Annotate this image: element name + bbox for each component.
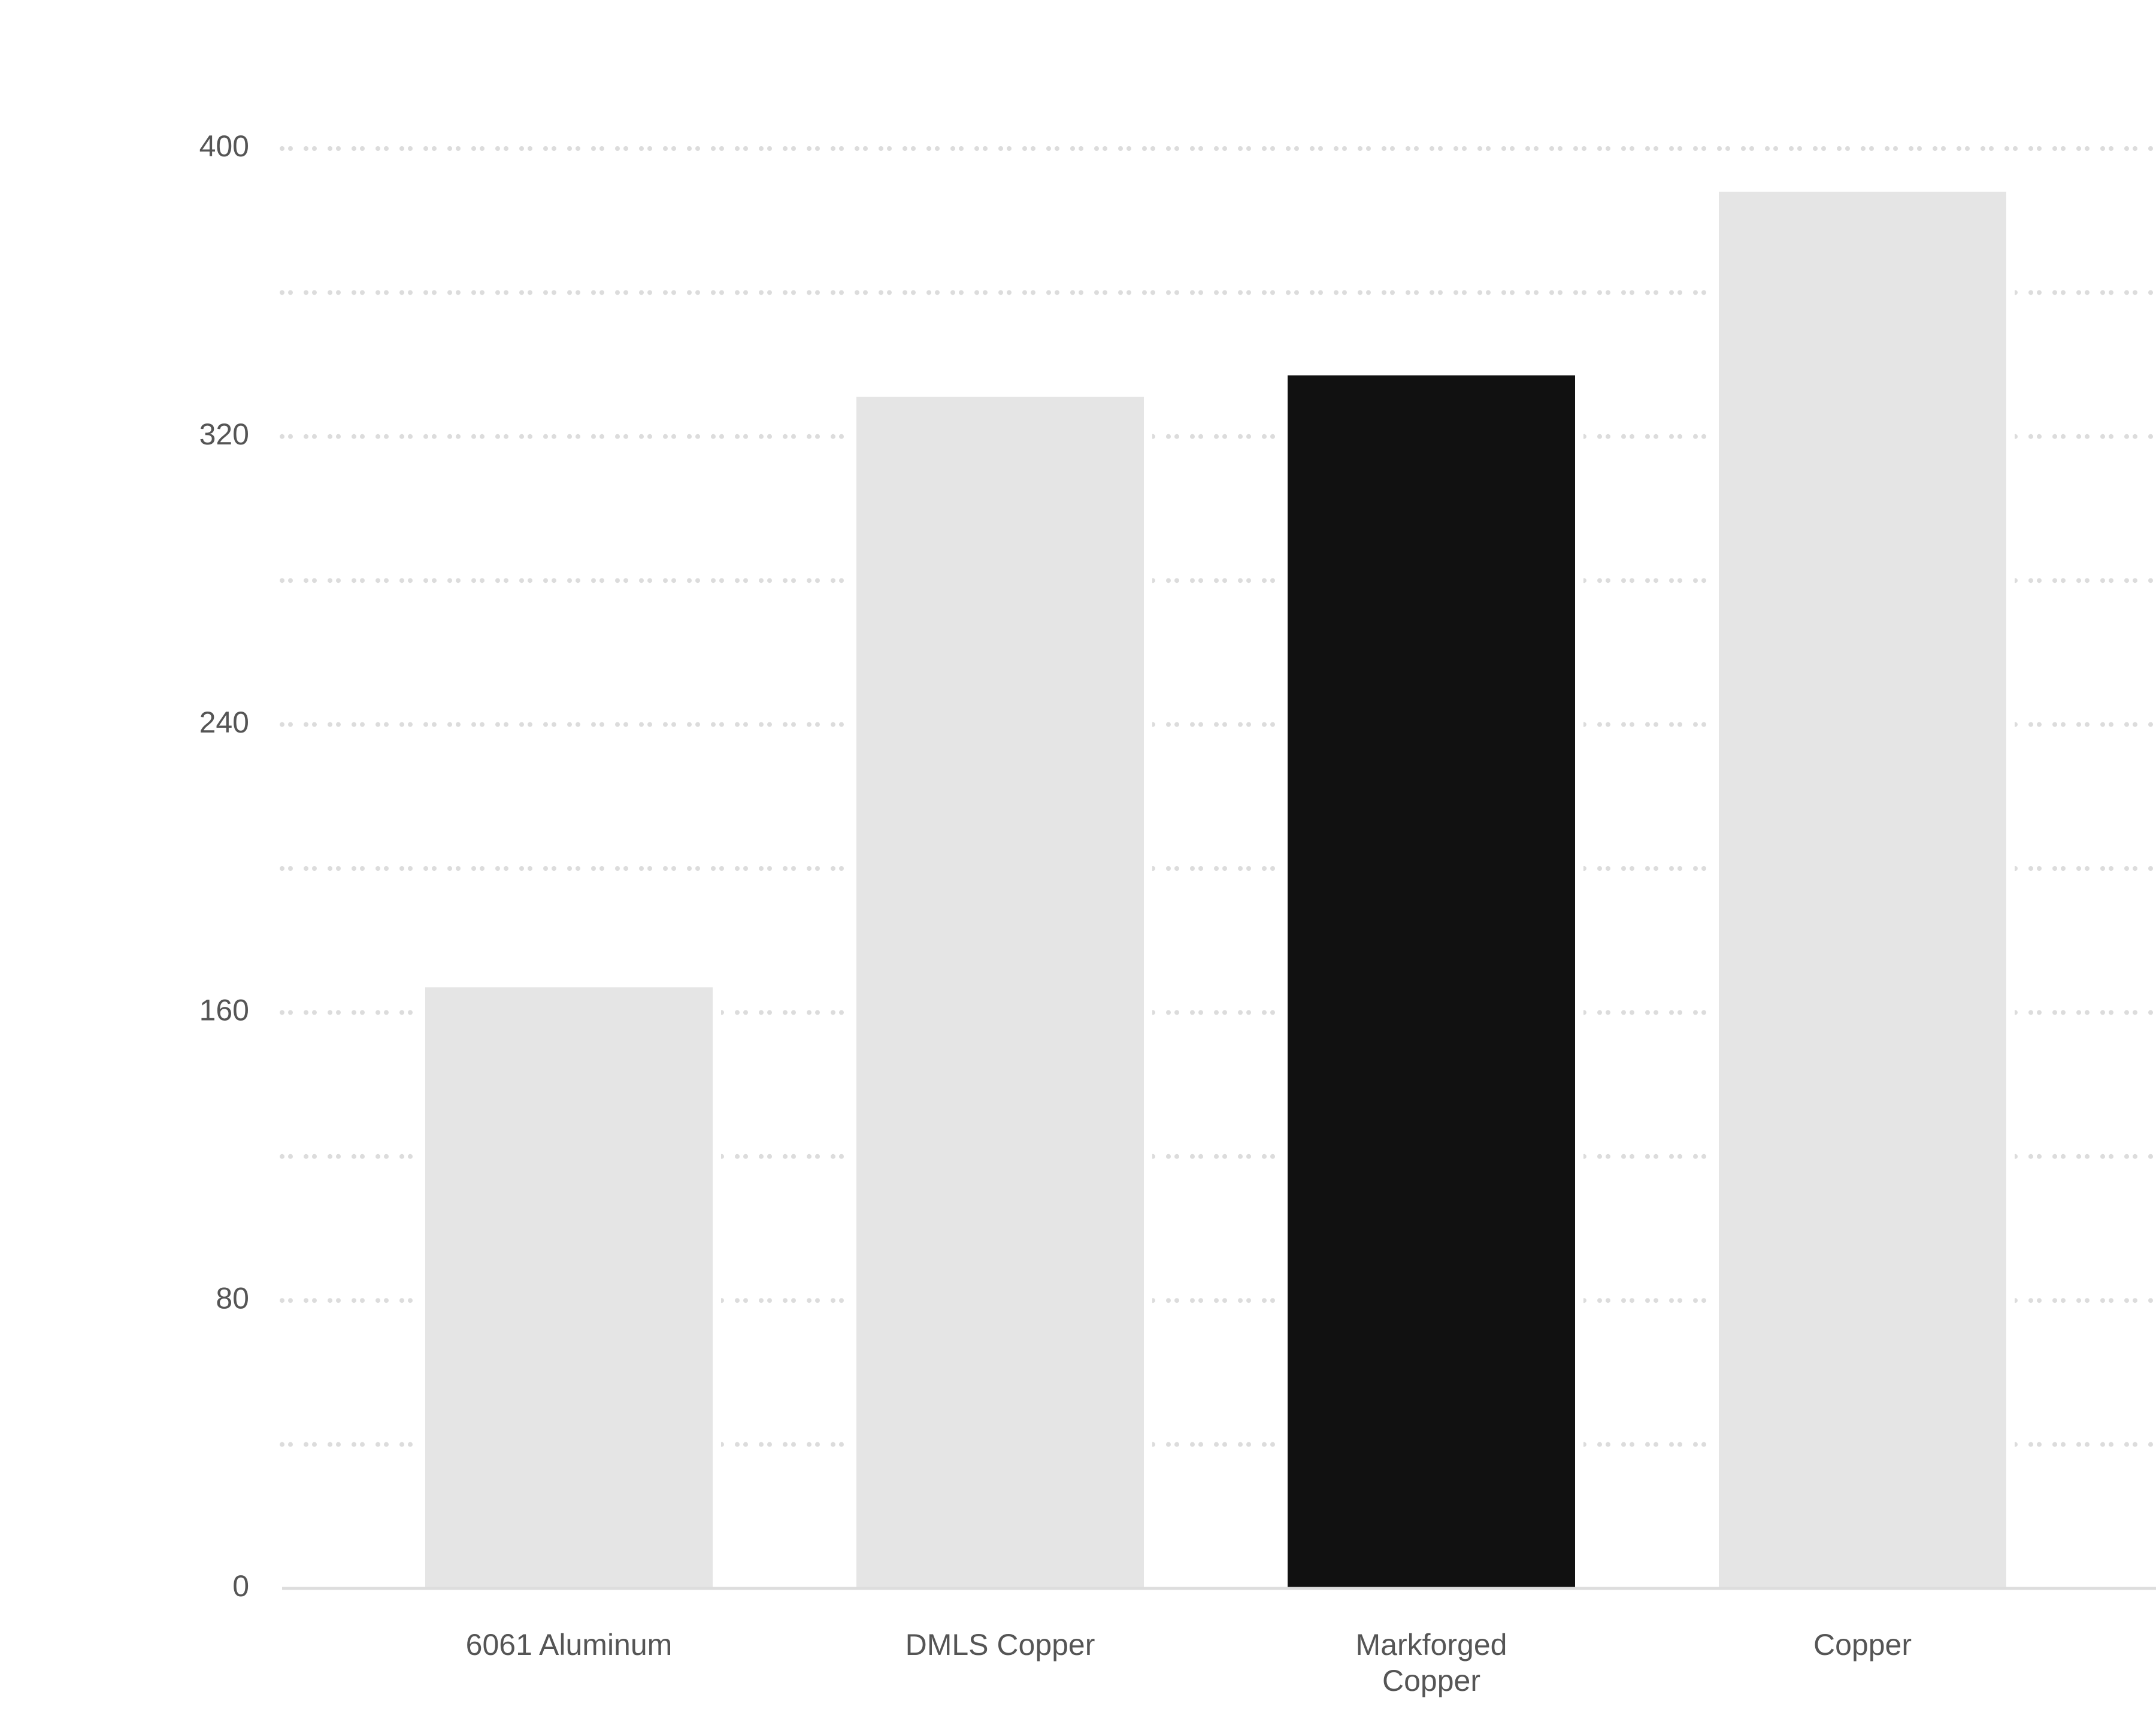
x-tick-label: 6061 Aluminum [465,1628,673,1662]
x-tick-label: Copper [1813,1628,1912,1662]
x-tick-label: Markforged Copper [1355,1628,1507,1697]
bar [417,979,721,1597]
bar [1710,183,2015,1597]
bar [848,388,1152,1597]
x-tick-label: DMLS Copper [905,1628,1095,1662]
bar [1279,367,1583,1597]
y-tick-label: 0 [232,1569,249,1603]
y-tick-label: 240 [199,706,249,739]
y-tick-label: 320 [199,417,249,451]
y-tick-label: 400 [199,129,249,163]
y-tick-label: 80 [216,1281,249,1315]
y-tick-label: 160 [199,994,249,1027]
